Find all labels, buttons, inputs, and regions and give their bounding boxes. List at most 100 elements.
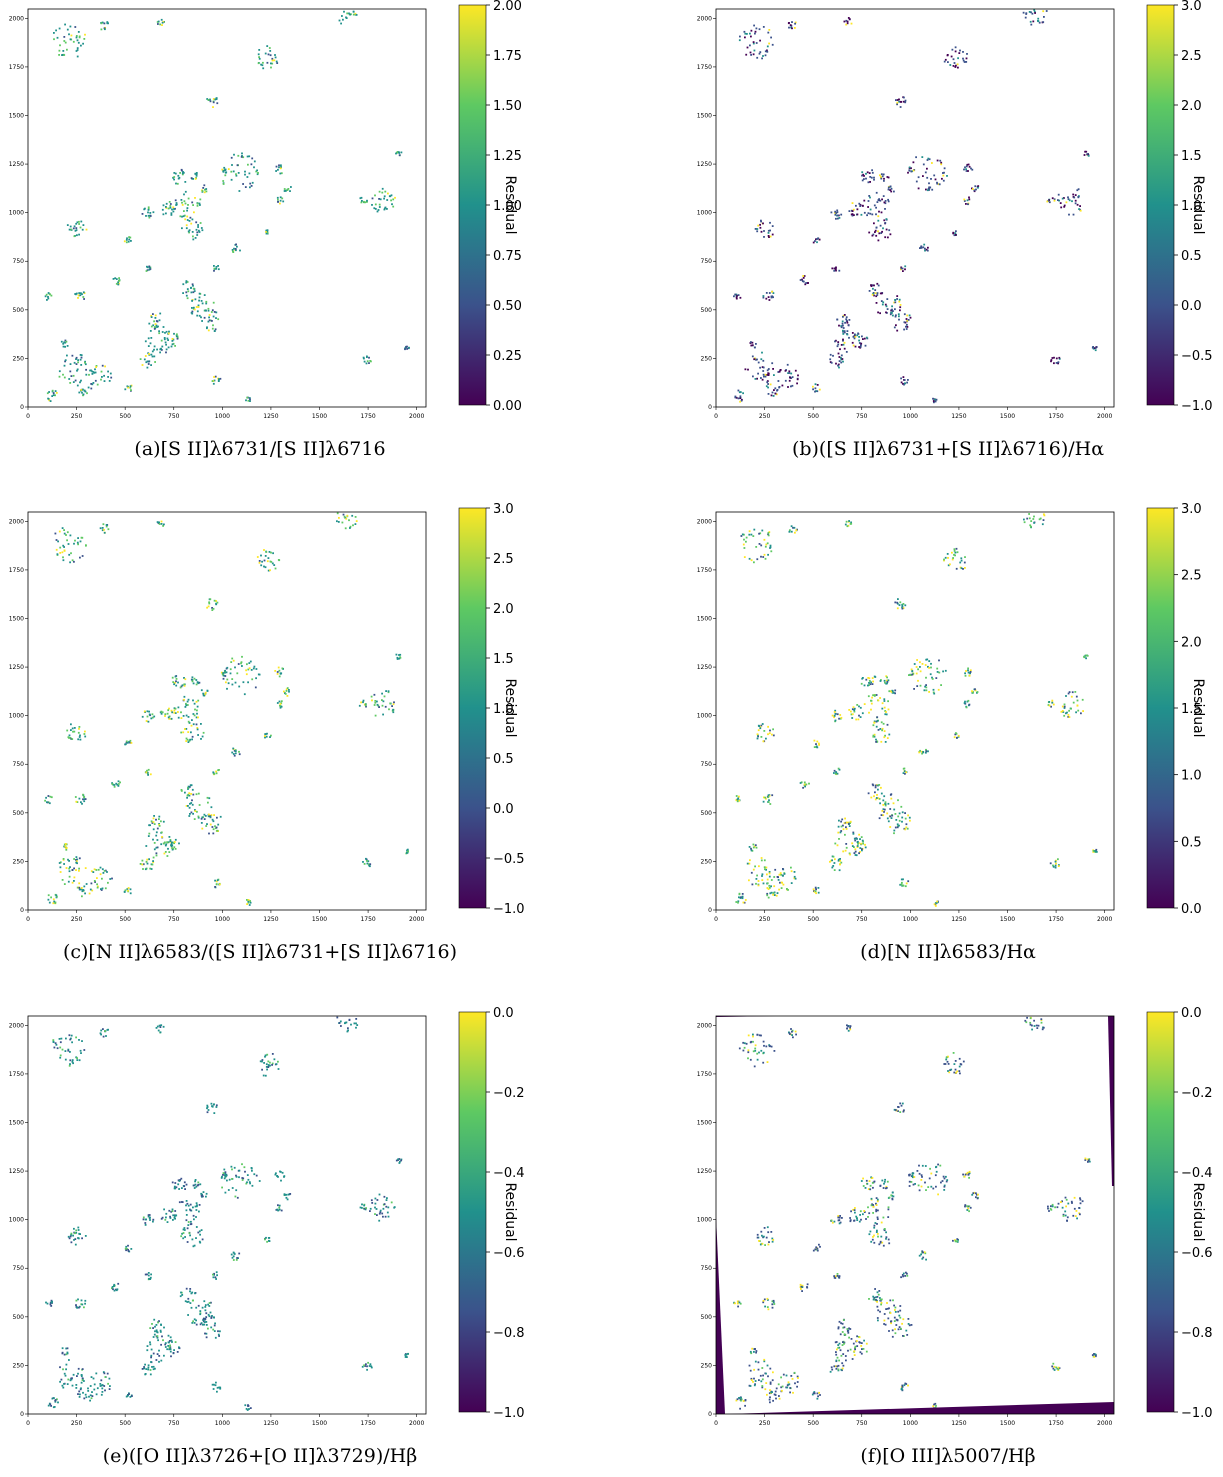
colorbar-tick-label: 2.00	[493, 0, 522, 14]
colorbar-label: Residual	[1190, 1182, 1206, 1241]
x-tick-label: 250	[759, 413, 771, 420]
y-tick-label: 1500	[697, 1119, 712, 1126]
colorbar-tick-label: −1.0	[1181, 1406, 1213, 1421]
y-tick-label: 500	[701, 307, 713, 314]
x-tick-label: 1000	[903, 413, 918, 420]
colorbar-tick-label: 0.50	[493, 299, 522, 314]
x-tick-label: 250	[71, 916, 83, 923]
y-tick-label: 500	[701, 810, 713, 817]
panel-caption: (b)([S II]λ6731+[S II]λ6716)/Hα	[688, 438, 1208, 460]
y-tick-label: 750	[13, 258, 25, 265]
x-tick-label: 1250	[951, 413, 966, 420]
y-tick-label: 2000	[9, 518, 24, 525]
colorbar-tick-label: 0.5	[1181, 249, 1202, 264]
y-tick-label: 1750	[9, 1071, 24, 1078]
colorbar-label: Residual	[1190, 678, 1206, 737]
colorbar-tick-label: −1.0	[493, 1406, 525, 1421]
colorbar-label: Residual	[1190, 175, 1206, 234]
y-tick-label: 1000	[9, 713, 24, 720]
y-tick-label: 500	[13, 307, 25, 314]
x-tick-label: 1000	[903, 916, 918, 923]
x-tick-label: 1500	[312, 413, 327, 420]
x-tick-label: 1250	[263, 413, 278, 420]
colorbar-tick-label: 2.0	[1181, 635, 1202, 650]
y-tick-label: 2000	[9, 15, 24, 22]
panel-caption: (f)[O III]λ5007/Hβ	[688, 1445, 1208, 1467]
colorbar-tick-label: −1.0	[493, 902, 525, 917]
y-tick-label: 1250	[697, 1168, 712, 1175]
x-tick-label: 0	[714, 413, 718, 420]
y-tick-label: 2000	[9, 1022, 24, 1029]
x-tick-label: 1750	[1048, 1420, 1063, 1427]
y-tick-label: 1750	[9, 567, 24, 574]
colorbar-tick-label: −0.4	[1181, 1166, 1213, 1181]
x-tick-label: 2000	[1097, 413, 1112, 420]
y-tick-label: 2000	[697, 1022, 712, 1029]
colorbar-label: Residual	[502, 175, 518, 234]
x-tick-label: 1500	[1000, 916, 1015, 923]
plot-area	[28, 1016, 426, 1414]
x-tick-label: 1750	[360, 413, 375, 420]
y-tick-label: 1500	[9, 112, 24, 119]
y-tick-label: 0	[708, 1411, 712, 1418]
colorbar-tick-label: 0.00	[493, 399, 522, 414]
y-tick-label: 250	[701, 1362, 713, 1369]
colorbar-tick-label: 1.5	[1181, 149, 1202, 164]
y-tick-label: 500	[13, 1314, 25, 1321]
colorbar-tick-label: −0.2	[493, 1086, 525, 1101]
x-tick-label: 1000	[903, 1420, 918, 1427]
x-tick-label: 2000	[1097, 916, 1112, 923]
colorbar-tick-label: 0.25	[493, 349, 522, 364]
y-tick-label: 750	[13, 761, 25, 768]
x-tick-label: 2000	[409, 1420, 424, 1427]
y-tick-label: 1250	[697, 664, 712, 671]
y-tick-label: 1000	[9, 1217, 24, 1224]
x-tick-label: 1500	[1000, 413, 1015, 420]
x-tick-label: 500	[807, 916, 819, 923]
x-tick-label: 1000	[215, 1420, 230, 1427]
y-tick-label: 0	[708, 404, 712, 411]
colorbar-tick-label: 1.5	[493, 652, 514, 667]
y-tick-label: 250	[13, 858, 25, 865]
y-tick-label: 1750	[697, 1071, 712, 1078]
colorbar-tick-label: 2.5	[493, 552, 514, 567]
colorbar-label: Residual	[502, 678, 518, 737]
colorbar-tick-label: 0.75	[493, 249, 522, 264]
x-tick-label: 1750	[1048, 413, 1063, 420]
x-tick-label: 750	[856, 413, 868, 420]
y-tick-label: 1000	[9, 210, 24, 217]
x-tick-label: 250	[759, 1420, 771, 1427]
x-tick-label: 0	[26, 413, 30, 420]
y-tick-label: 1500	[9, 1119, 24, 1126]
colorbar	[459, 508, 486, 908]
colorbar-tick-label: −0.5	[493, 852, 525, 867]
panel-caption: (c)[N II]λ6583/([S II]λ6731+[S II]λ6716)	[0, 941, 520, 963]
colorbar-label: Residual	[502, 1182, 518, 1241]
colorbar-tick-label: −0.2	[1181, 1086, 1213, 1101]
colorbar-tick-label: 1.0	[1181, 769, 1202, 784]
y-tick-label: 1250	[9, 664, 24, 671]
y-tick-label: 750	[13, 1265, 25, 1272]
x-tick-label: 0	[714, 916, 718, 923]
x-tick-label: 2000	[409, 916, 424, 923]
y-tick-label: 1250	[697, 161, 712, 168]
y-tick-label: 1250	[9, 161, 24, 168]
x-tick-label: 250	[71, 413, 83, 420]
colorbar-tick-label: −1.0	[1181, 399, 1213, 414]
colorbar	[1147, 5, 1174, 405]
x-tick-label: 0	[26, 1420, 30, 1427]
y-tick-label: 2000	[697, 15, 712, 22]
plot-area	[716, 512, 1114, 910]
y-tick-label: 1750	[697, 64, 712, 71]
colorbar	[1147, 508, 1174, 908]
colorbar-tick-label: −0.6	[1181, 1246, 1213, 1261]
colorbar-tick-label: 2.0	[493, 602, 514, 617]
colorbar-tick-label: −0.8	[1181, 1326, 1213, 1341]
x-tick-label: 500	[119, 413, 131, 420]
y-tick-label: 2000	[697, 518, 712, 525]
